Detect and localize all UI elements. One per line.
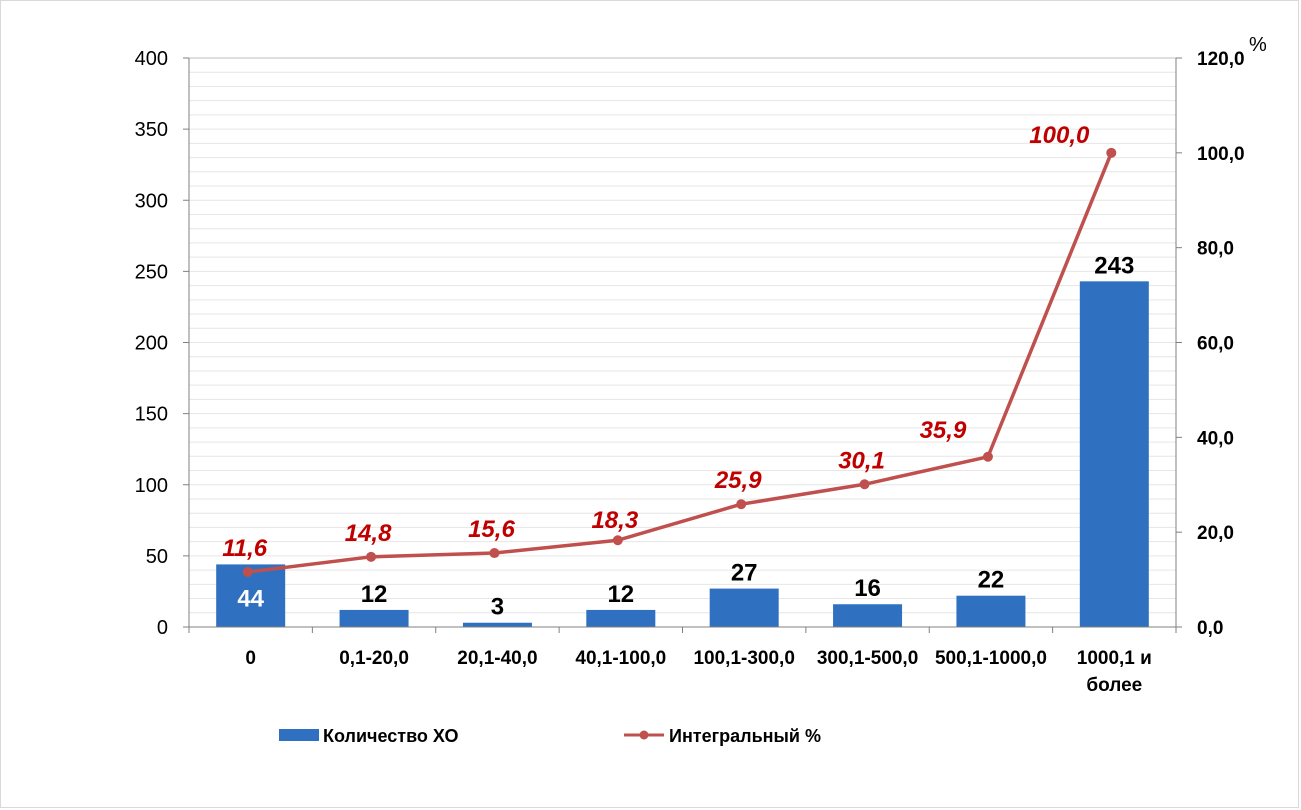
line-data-label: 30,1 [838,447,885,474]
x-axis-tick-label: 300,1-500,0 [817,648,918,669]
left-axis-tick-label: 250 [135,261,168,283]
right-axis-tick-label: 120,0 [1197,49,1245,70]
gridlines [189,71,1176,614]
line-point [1106,147,1117,158]
bar [709,588,779,627]
legend-line-label: Интегральный % [669,726,821,746]
bar [586,609,656,627]
line-series [242,147,1117,577]
right-axis-tick-label: 60,0 [1197,334,1234,355]
x-axis-tick-label-line: 0,1-20,0 [339,648,409,669]
left-axis-tick-label: 150 [135,404,168,426]
right-axis-tick-label: 40,0 [1197,428,1234,449]
legend-bar-swatch [279,729,319,741]
legend: Количество ХО Интегральный % [279,726,821,746]
bar-series [216,281,1149,627]
x-axis-tick-label-line: 300,1-500,0 [817,648,918,669]
bar-data-label: 44 [237,585,264,612]
line-point [489,548,500,559]
x-axis-tick-label: 20,1-40,0 [457,648,537,669]
bar-data-label: 16 [854,575,881,602]
line-data-label: 11,6 [222,535,268,562]
bar [462,622,532,627]
x-axis-tick-label-line: 40,1-100,0 [575,648,666,669]
x-axis-tick-label: 40,1-100,0 [575,648,666,669]
x-axis-tick-label: 500,1-1000,0 [935,648,1047,669]
line-path [247,152,1113,574]
line-data-label: 35,9 [920,417,967,444]
x-axis-tick-label-line: 1000,1 и [1077,648,1152,669]
axes: 0 50 100 150 200 250 300 350 400 0,0 20,0 40,0 60,0 8… [135,48,1245,696]
x-axis-tick-label: 100,1-300,0 [693,648,794,669]
line-point [859,479,870,490]
line-data-label: 14,8 [345,520,392,547]
line-data-label: 15,6 [468,516,515,543]
x-axis-tick-label-line: 100,1-300,0 [693,648,794,669]
right-axis-unit: % [1249,34,1267,56]
line-point [982,451,993,462]
left-axis-tick-label: 350 [135,119,168,141]
x-axis-tick-label-line: 500,1-1000,0 [935,648,1047,669]
left-axis-tick-label: 0 [157,617,168,639]
x-axis-tick-label: 0,1-20,0 [339,648,409,669]
data-labels: 44 12 3 12 27 16 22 243 11,6 14,8 15,6 18,3 25,9 30,1… [222,122,1134,621]
bar-data-label: 27 [731,560,758,587]
line-data-label: 25,9 [714,467,762,494]
left-axis-tick-label: 50 [146,546,168,568]
bar-data-label: 12 [361,581,388,608]
line-data-label: 18,3 [591,507,638,534]
bar [1079,281,1149,627]
x-axis-tick-label-line: 0 [245,648,256,669]
legend-line-marker [639,730,649,740]
bar [833,604,903,627]
legend-bar-label: Количество ХО [323,726,458,746]
left-axis-tick-label: 100 [135,475,168,497]
line-data-label: 100,0 [1029,122,1090,149]
line-point [736,499,747,510]
right-axis-tick-label: 20,0 [1197,523,1234,544]
line-point [366,551,377,562]
right-axis-tick-label: 100,0 [1197,144,1245,165]
line-point [612,535,623,546]
bar [956,595,1026,627]
x-axis-tick-label-line: 20,1-40,0 [457,648,537,669]
bar-data-label: 12 [607,581,634,608]
bar [339,609,409,627]
right-axis-tick-label: 80,0 [1197,239,1234,260]
left-axis-tick-label: 400 [135,48,168,70]
left-axis-tick-label: 300 [135,190,168,212]
x-axis-tick-label: 0 [245,648,256,669]
x-axis-tick-label: 1000,1 и более [1077,648,1152,696]
left-axis-tick-label: 200 [135,333,168,355]
x-axis-tick-label-line: более [1086,675,1142,696]
bar-data-label: 3 [491,594,504,621]
right-axis-tick-label: 0,0 [1197,618,1223,639]
line-point [242,566,253,577]
bar-data-label: 22 [978,567,1005,594]
bar-data-label: 243 [1094,252,1134,279]
